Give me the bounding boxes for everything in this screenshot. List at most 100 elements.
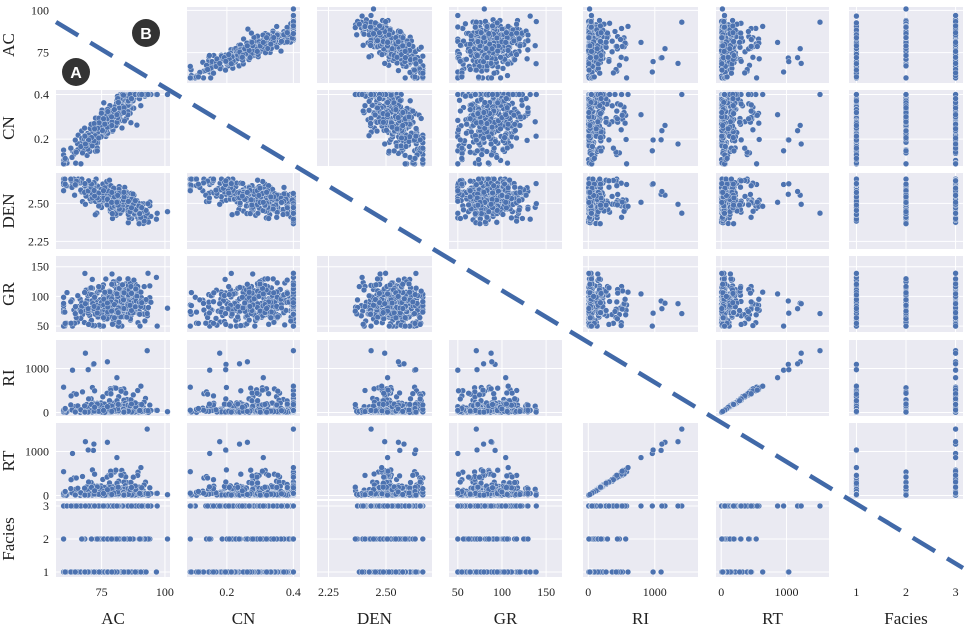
data-point xyxy=(290,22,297,29)
data-point xyxy=(618,91,625,98)
data-point xyxy=(902,127,910,134)
data-point xyxy=(361,23,369,30)
data-point xyxy=(100,99,107,106)
data-point xyxy=(650,58,657,65)
data-point xyxy=(745,91,752,98)
data-point xyxy=(402,143,410,150)
data-point xyxy=(374,104,381,112)
data-point xyxy=(144,91,152,98)
data-point xyxy=(502,111,509,118)
data-point xyxy=(458,73,465,80)
data-point xyxy=(853,145,860,152)
data-point xyxy=(774,111,781,118)
data-point xyxy=(637,111,645,118)
data-point xyxy=(853,73,860,80)
data-point xyxy=(533,91,540,98)
data-point xyxy=(109,210,116,217)
data-point xyxy=(780,147,787,154)
data-point xyxy=(485,30,492,37)
data-point xyxy=(798,60,805,67)
data-point xyxy=(513,30,520,37)
data-point xyxy=(386,148,393,155)
data-point xyxy=(457,107,464,115)
data-point xyxy=(756,136,763,143)
data-point xyxy=(419,145,426,152)
data-point xyxy=(499,65,507,72)
data-point xyxy=(952,39,959,46)
data-point xyxy=(473,19,480,26)
data-point xyxy=(718,34,725,41)
panel-cn-vs-gr xyxy=(449,90,562,167)
panel-ac-vs-den xyxy=(317,5,432,83)
data-point xyxy=(225,51,232,58)
data-point xyxy=(902,34,910,41)
data-point xyxy=(952,160,959,167)
data-point xyxy=(399,34,406,41)
data-point xyxy=(395,38,402,45)
data-point xyxy=(902,74,910,81)
data-point xyxy=(748,43,755,50)
data-point xyxy=(952,29,959,36)
data-point xyxy=(473,67,480,74)
data-point xyxy=(610,69,617,76)
data-point xyxy=(481,99,488,106)
data-point xyxy=(278,38,285,45)
data-point xyxy=(902,5,910,13)
data-point xyxy=(405,113,413,120)
data-point xyxy=(649,68,656,76)
data-point xyxy=(132,197,139,204)
data-point xyxy=(393,54,401,61)
data-point xyxy=(611,91,619,98)
data-point xyxy=(144,200,152,207)
data-point xyxy=(952,125,959,132)
data-point xyxy=(378,51,386,58)
data-point xyxy=(724,73,731,80)
data-point xyxy=(730,134,737,141)
data-point xyxy=(603,119,610,126)
data-point xyxy=(473,137,480,144)
data-point xyxy=(613,108,620,115)
data-point xyxy=(466,143,473,150)
data-point xyxy=(399,122,406,129)
data-point xyxy=(798,140,805,148)
data-point xyxy=(754,43,761,50)
data-point xyxy=(718,133,725,140)
data-point xyxy=(597,38,604,45)
data-point xyxy=(588,12,595,19)
data-point xyxy=(719,42,726,49)
data-point xyxy=(952,12,959,19)
data-point xyxy=(284,29,291,36)
data-point xyxy=(385,31,393,38)
data-point xyxy=(395,67,402,74)
data-point xyxy=(853,54,860,61)
data-point xyxy=(516,42,523,49)
data-point xyxy=(586,5,593,13)
data-point xyxy=(455,126,462,133)
data-point xyxy=(611,28,619,35)
data-point xyxy=(591,155,598,162)
data-point xyxy=(816,19,824,26)
data-point xyxy=(737,30,744,37)
data-point xyxy=(489,91,496,98)
data-point xyxy=(511,121,518,128)
data-point xyxy=(597,22,604,29)
data-point xyxy=(454,91,461,98)
data-point xyxy=(100,115,107,122)
data-point xyxy=(721,91,728,98)
data-point xyxy=(650,136,657,144)
data-point xyxy=(409,108,416,115)
data-point xyxy=(359,91,366,98)
data-point xyxy=(467,115,474,122)
data-point xyxy=(952,134,959,142)
data-point xyxy=(367,12,375,19)
data-point xyxy=(411,155,419,162)
panel-cn-vs-den xyxy=(317,90,432,167)
data-point xyxy=(588,48,595,55)
data-point xyxy=(594,45,601,52)
data-point xyxy=(493,154,500,161)
data-point xyxy=(419,70,426,77)
data-point xyxy=(497,54,504,61)
data-point xyxy=(853,155,860,162)
data-point xyxy=(505,23,512,30)
